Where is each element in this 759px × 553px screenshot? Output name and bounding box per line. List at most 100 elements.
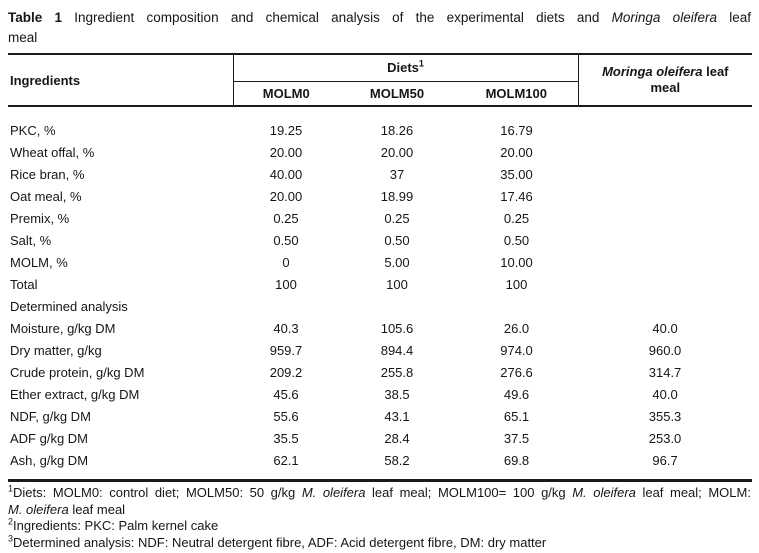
cell-value: 276.6 xyxy=(500,364,533,380)
cell-value: 37 xyxy=(389,166,405,182)
cell-value xyxy=(578,141,752,163)
cell-value: 45.6 xyxy=(273,386,299,402)
table-body: PKC, % 19.25 18.26 16.79 Wheat offal, % 20.00… xyxy=(8,106,752,481)
cell-value: 18.26 xyxy=(380,122,414,138)
cell-value xyxy=(233,295,339,317)
cell-value: 35.5 xyxy=(273,430,299,446)
cell-value: 40.3 xyxy=(273,320,299,336)
cell-value: 40.0 xyxy=(652,386,678,402)
diet-composition-table: Ingredients Diets1 Moringa oleifera leaf… xyxy=(8,53,753,482)
cell-value xyxy=(578,251,752,273)
cell-value: 100 xyxy=(505,276,528,292)
footnote-line: 3Determined analysis: NDF: Neutral deter… xyxy=(8,533,547,550)
table-row: Crude protein, g/kg DM 209.2 255.8 276.6 314… xyxy=(8,361,752,383)
cell-value: 314.7 xyxy=(648,364,682,380)
cell-value: 894.4 xyxy=(380,342,414,358)
footnote: 1Diets: MOLM0: control diet; MOLM50: 50 … xyxy=(8,483,751,518)
cell-value: 20.00 xyxy=(269,188,303,204)
cell-value: 65.1 xyxy=(503,408,530,424)
cell-value: 35.00 xyxy=(500,166,533,182)
table-row: Rice bran, % 40.00 37 35.00 xyxy=(8,163,752,185)
cell-value xyxy=(578,207,752,229)
cell-value: 0.25 xyxy=(273,210,299,226)
table-row: Total 100 100 100 xyxy=(8,273,752,295)
table-row: Premix, % 0.25 0.25 0.25 xyxy=(8,207,752,229)
cell-value: 17.46 xyxy=(500,188,533,204)
cell-value: 43.1 xyxy=(384,408,410,424)
footnote-line: 1Diets: MOLM0: control diet; MOLM50: 50 … xyxy=(8,483,751,500)
cell-value: 0.50 xyxy=(273,232,299,248)
cell-value: 255.8 xyxy=(380,364,414,380)
table-caption-line1: Table 1 Ingredient composition and chemi… xyxy=(8,10,751,25)
cell-value: 0.50 xyxy=(503,232,530,248)
cell-value xyxy=(578,229,752,251)
column-header-molm0: MOLM0 xyxy=(233,81,339,107)
row-label: NDF, g/kg DM xyxy=(10,408,91,424)
cell-value xyxy=(339,295,455,317)
cell-value: 40.0 xyxy=(652,320,678,336)
footnote-marker: 2 xyxy=(8,516,14,527)
cell-value: 58.2 xyxy=(384,452,410,468)
row-label: Oat meal, % xyxy=(10,188,82,204)
table-row: Determined analysis xyxy=(8,295,752,317)
cell-value: 69.8 xyxy=(503,452,530,468)
cell-value: 10.00 xyxy=(500,254,533,270)
table-caption: Table 1 Ingredient composition and chemi… xyxy=(8,8,751,48)
footnote: 3Determined analysis: NDF: Neutral deter… xyxy=(8,533,751,552)
table-row: Wheat offal, % 20.00 20.00 20.00 xyxy=(8,141,752,163)
row-label: MOLM, % xyxy=(10,254,68,270)
column-header-diets-group: Diets1 xyxy=(233,53,579,82)
table-row: Ether extract, g/kg DM 45.6 38.5 49.6 40.0 xyxy=(8,383,752,405)
table-caption-line2: meal xyxy=(8,30,38,45)
table-row: NDF, g/kg DM 55.6 43.1 65.1 355.3 xyxy=(8,405,752,427)
cell-value: 0.25 xyxy=(384,210,410,226)
cell-value xyxy=(578,273,752,295)
cell-value: 0 xyxy=(282,254,290,270)
footnote-line: 2Ingredients: PKC: Palm kernel cake xyxy=(8,516,219,533)
cell-value: 19.25 xyxy=(269,122,303,138)
row-label: Moisture, g/kg DM xyxy=(10,320,116,336)
row-label: Determined analysis xyxy=(10,298,128,314)
cell-value: 18.99 xyxy=(380,188,414,204)
row-label: ADF g/kg DM xyxy=(10,430,89,446)
cell-value xyxy=(455,295,578,317)
cell-value: 28.4 xyxy=(384,430,410,446)
row-label: Total xyxy=(10,276,38,292)
cell-value xyxy=(578,185,752,207)
cell-value xyxy=(578,295,752,317)
row-label: PKC, % xyxy=(10,122,56,138)
cell-value: 105.6 xyxy=(380,320,414,336)
table-row: Moisture, g/kg DM 40.3 105.6 26.0 40.0 xyxy=(8,317,752,339)
row-label: Ash, g/kg DM xyxy=(10,452,89,468)
cell-value: 0.25 xyxy=(503,210,530,226)
cell-value: 20.00 xyxy=(269,144,303,160)
cell-value: 960.0 xyxy=(648,342,682,358)
footnote-line: M. oleifera leaf meal xyxy=(8,501,126,517)
cell-value: 37.5 xyxy=(503,430,530,446)
column-header-ingredients: Ingredients xyxy=(8,53,234,107)
row-label: Wheat offal, % xyxy=(10,144,95,160)
diets-group-label: Diets xyxy=(387,60,419,76)
column-header-molm50: MOLM50 xyxy=(339,81,455,107)
cell-value: 40.00 xyxy=(269,166,303,182)
footnote: 2Ingredients: PKC: Palm kernel cake xyxy=(8,516,751,535)
cell-value: 209.2 xyxy=(269,364,303,380)
cell-value: 100 xyxy=(275,276,297,292)
column-header-moringa-leaf-meal: Moringa oleifera leaf meal xyxy=(577,53,753,107)
table-row: Oat meal, % 20.00 18.99 17.46 xyxy=(8,185,752,207)
column-header-molm100: MOLM100 xyxy=(455,81,579,107)
cell-value: 355.3 xyxy=(648,408,682,424)
table-row: MOLM, % 0 5.00 10.00 xyxy=(8,251,752,273)
cell-value xyxy=(578,163,752,185)
footnote-marker: 3 xyxy=(8,533,14,544)
cell-value: 0.50 xyxy=(384,232,410,248)
row-label: Crude protein, g/kg DM xyxy=(10,364,145,380)
cell-value: 16.79 xyxy=(500,122,533,138)
cell-value: 38.5 xyxy=(384,386,410,402)
cell-value: 49.6 xyxy=(503,386,530,402)
cell-value: 62.1 xyxy=(273,452,299,468)
table-row: PKC, % 19.25 18.26 16.79 xyxy=(8,106,752,141)
footnotes-section: 1Diets: MOLM0: control diet; MOLM50: 50 … xyxy=(8,483,751,552)
cell-value: 20.00 xyxy=(500,144,533,160)
